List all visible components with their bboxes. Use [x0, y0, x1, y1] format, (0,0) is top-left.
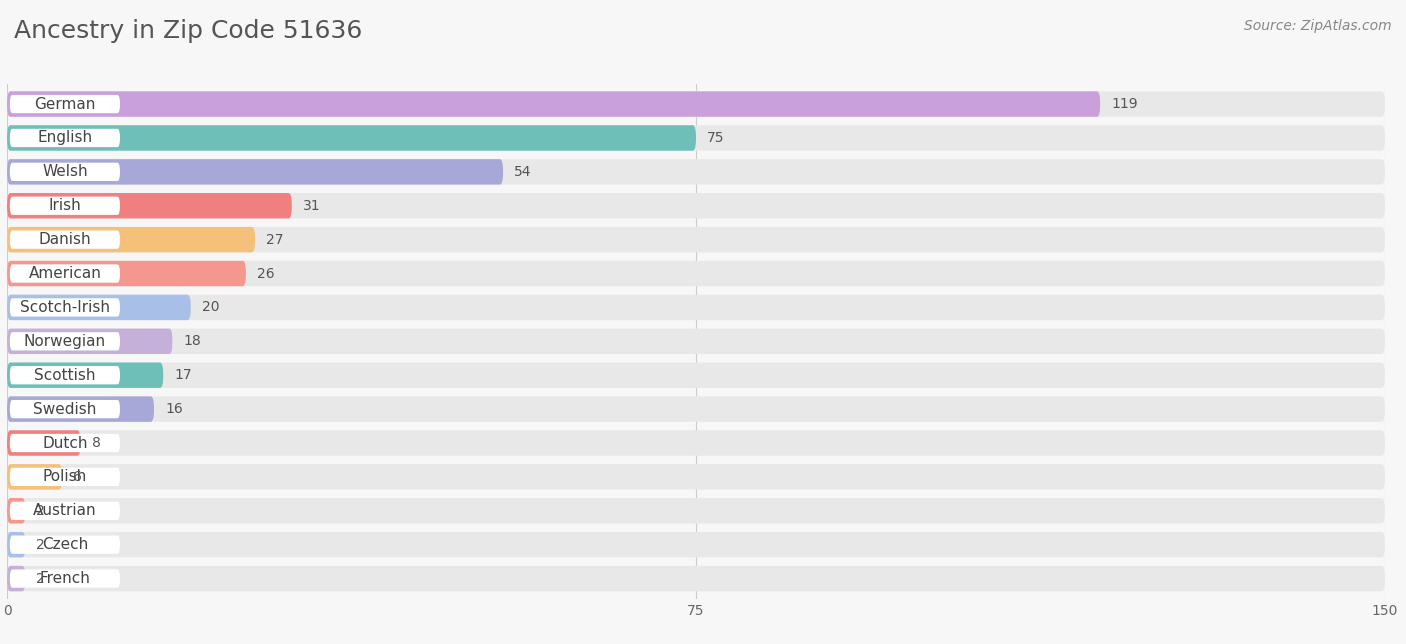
Text: 8: 8: [91, 436, 100, 450]
Text: Scotch-Irish: Scotch-Irish: [20, 300, 110, 315]
FancyBboxPatch shape: [7, 498, 25, 524]
FancyBboxPatch shape: [10, 163, 120, 181]
FancyBboxPatch shape: [7, 295, 1385, 320]
Text: English: English: [38, 131, 93, 146]
FancyBboxPatch shape: [10, 468, 120, 486]
FancyBboxPatch shape: [7, 566, 1385, 591]
Text: Norwegian: Norwegian: [24, 334, 105, 349]
FancyBboxPatch shape: [10, 366, 120, 384]
FancyBboxPatch shape: [10, 332, 120, 350]
FancyBboxPatch shape: [10, 400, 120, 418]
Text: Swedish: Swedish: [34, 402, 97, 417]
FancyBboxPatch shape: [10, 95, 120, 113]
FancyBboxPatch shape: [7, 464, 62, 489]
FancyBboxPatch shape: [10, 536, 120, 554]
Text: 20: 20: [202, 300, 219, 314]
FancyBboxPatch shape: [10, 298, 120, 317]
FancyBboxPatch shape: [7, 328, 1385, 354]
FancyBboxPatch shape: [7, 227, 254, 252]
Text: German: German: [34, 97, 96, 111]
Text: 2: 2: [37, 572, 45, 585]
FancyBboxPatch shape: [7, 125, 696, 151]
FancyBboxPatch shape: [10, 196, 120, 215]
FancyBboxPatch shape: [7, 430, 80, 456]
Text: 54: 54: [515, 165, 531, 179]
FancyBboxPatch shape: [7, 193, 292, 218]
FancyBboxPatch shape: [10, 569, 120, 588]
Text: 2: 2: [37, 504, 45, 518]
FancyBboxPatch shape: [7, 397, 155, 422]
FancyBboxPatch shape: [7, 227, 1385, 252]
Text: 119: 119: [1111, 97, 1137, 111]
FancyBboxPatch shape: [10, 129, 120, 147]
FancyBboxPatch shape: [7, 261, 246, 286]
Text: Dutch: Dutch: [42, 435, 87, 451]
FancyBboxPatch shape: [7, 261, 1385, 286]
FancyBboxPatch shape: [7, 159, 1385, 185]
FancyBboxPatch shape: [10, 265, 120, 283]
FancyBboxPatch shape: [7, 566, 25, 591]
FancyBboxPatch shape: [7, 430, 1385, 456]
Text: 17: 17: [174, 368, 191, 383]
Text: French: French: [39, 571, 90, 586]
Text: 31: 31: [302, 199, 321, 213]
FancyBboxPatch shape: [7, 397, 1385, 422]
Text: 75: 75: [707, 131, 724, 145]
Text: 27: 27: [266, 232, 284, 247]
FancyBboxPatch shape: [10, 434, 120, 452]
FancyBboxPatch shape: [7, 295, 191, 320]
FancyBboxPatch shape: [7, 498, 1385, 524]
FancyBboxPatch shape: [7, 125, 1385, 151]
FancyBboxPatch shape: [7, 91, 1385, 117]
FancyBboxPatch shape: [7, 532, 1385, 558]
FancyBboxPatch shape: [7, 91, 1099, 117]
FancyBboxPatch shape: [7, 464, 1385, 489]
FancyBboxPatch shape: [7, 363, 163, 388]
Text: Danish: Danish: [38, 232, 91, 247]
FancyBboxPatch shape: [7, 532, 25, 558]
FancyBboxPatch shape: [10, 231, 120, 249]
Text: Scottish: Scottish: [34, 368, 96, 383]
Text: Welsh: Welsh: [42, 164, 87, 179]
Text: Austrian: Austrian: [34, 504, 97, 518]
Text: Polish: Polish: [42, 469, 87, 484]
Text: 18: 18: [183, 334, 201, 348]
FancyBboxPatch shape: [7, 363, 1385, 388]
Text: 26: 26: [257, 267, 274, 281]
Text: Source: ZipAtlas.com: Source: ZipAtlas.com: [1244, 19, 1392, 33]
Text: Czech: Czech: [42, 537, 89, 552]
Text: 2: 2: [37, 538, 45, 552]
Text: Irish: Irish: [49, 198, 82, 213]
FancyBboxPatch shape: [10, 502, 120, 520]
FancyBboxPatch shape: [7, 159, 503, 185]
Text: Ancestry in Zip Code 51636: Ancestry in Zip Code 51636: [14, 19, 363, 43]
Text: 16: 16: [165, 402, 183, 416]
Text: American: American: [28, 266, 101, 281]
FancyBboxPatch shape: [7, 193, 1385, 218]
FancyBboxPatch shape: [7, 328, 173, 354]
Text: 6: 6: [73, 470, 82, 484]
